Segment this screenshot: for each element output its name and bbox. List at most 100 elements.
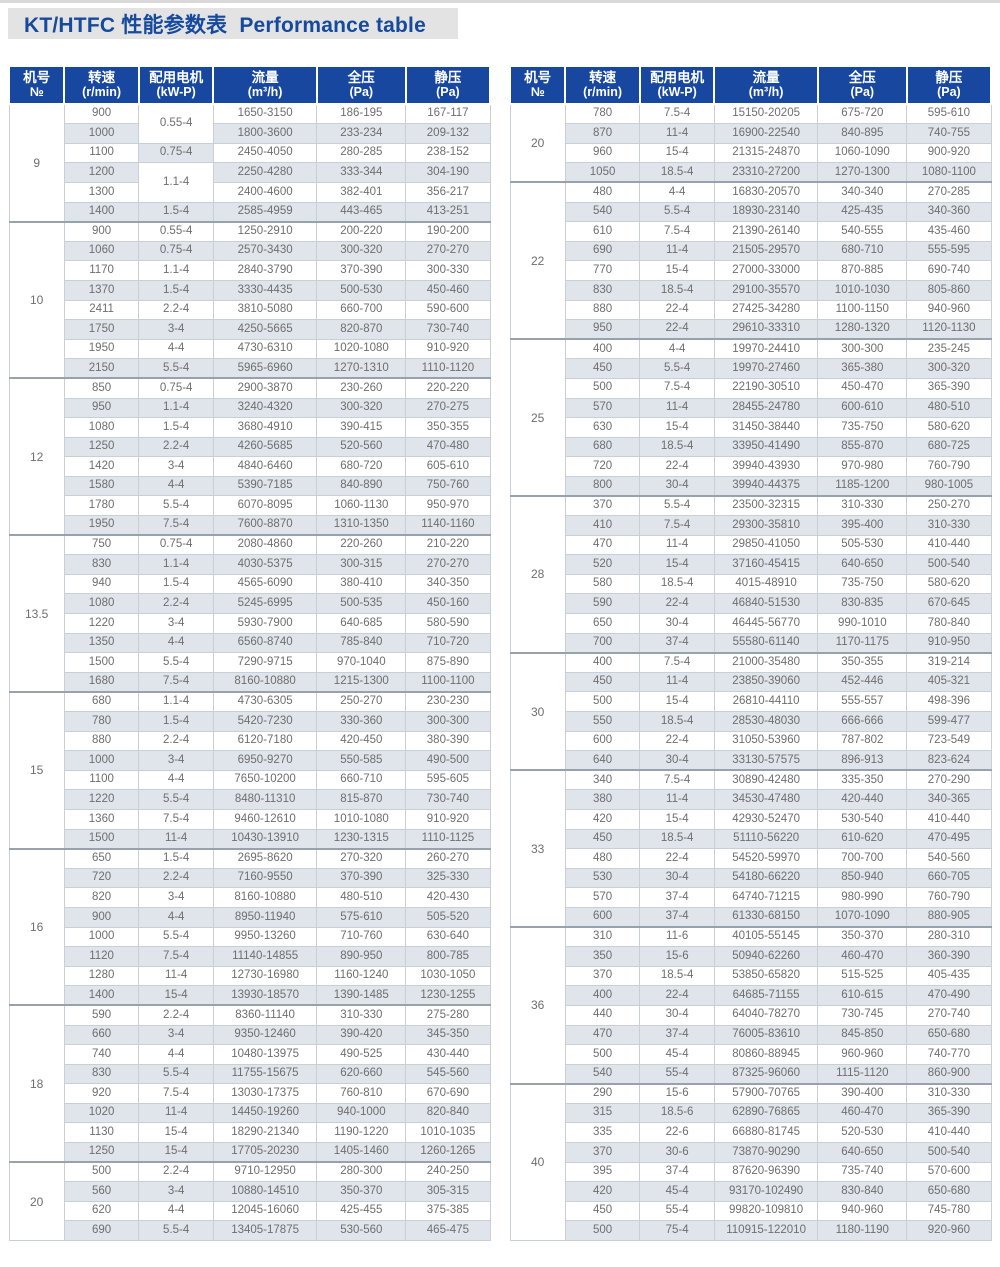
cell-flow: 7160-9550 [212,867,318,889]
column-header-5: 静压 (Pa) [404,64,492,106]
cell-motor: 0.55-4 [138,220,214,242]
cell-total-pressure: 1020-1080 [316,338,407,360]
cell-motor: 3-4 [138,1181,214,1202]
table-row: 800 30-4 39940-44375 1185-1200 980-1005 [510,475,992,497]
cell-fan-no: 15 [8,690,65,850]
cell-speed: 550 [564,711,641,732]
cell-speed: 780 [63,711,140,732]
cell-total-pressure: 575-610 [316,906,407,928]
table-row: 12 850 0.75-4 2900-3870 230-260 220-220 [8,377,491,536]
cell-static-pressure: 304-190 [405,162,491,183]
cell-flow: 1650-3150 [212,103,318,125]
table-row: 450 11-4 23850-39060 452-446 405-321 [510,671,992,693]
cell-speed: 1170 [63,260,140,281]
column-header-2: 配用电机 (kW-P) [137,64,215,106]
cell-flow: 13030-17375 [212,1083,318,1104]
table-row: 830 1.1-4 4030-5375 300-315 270-270 [9,554,491,575]
cell-motor: 7.5-4 [639,515,715,536]
cell-static-pressure: 690-740 [906,260,992,281]
cell-total-pressure: 1270-1310 [316,358,407,379]
cell-static-pressure: 900-920 [906,142,992,164]
cell-static-pressure: 319-214 [906,651,992,673]
table-row: 22 480 4-4 16830-20570 340-340 270-285 [509,181,992,340]
cell-speed: 1060 [63,240,140,262]
table-row: 1170 1.1-4 2840-3790 370-390 300-330 [9,260,491,281]
cell-speed: 450 [564,358,641,379]
cell-speed: 830 [564,279,641,301]
cell-total-pressure: 340-340 [817,181,908,203]
cell-static-pressure: 740-770 [906,1044,992,1065]
cell-motor: 37-4 [639,1024,715,1046]
table-row: 720 22-4 39940-43930 970-980 760-790 [510,456,992,477]
cell-static-pressure: 680-725 [906,436,992,458]
cell-speed: 1100 [63,142,140,164]
table-row: 1000 1800-3600 233-234 209-132 [9,123,491,144]
cell-motor: 30-4 [639,867,715,889]
cell-speed: 920 [63,1083,140,1104]
cell-motor: 30-4 [639,475,715,497]
cell-motor: 4-4 [138,1044,214,1065]
cell-flow: 6070-8095 [212,495,318,517]
cell-total-pressure: 1405-1460 [316,1142,407,1163]
cell-static-pressure: 580-620 [906,417,992,438]
cell-total-pressure: 970-1040 [316,652,407,673]
cell-static-pressure: 345-350 [405,1024,491,1046]
cell-speed: 750 [63,534,140,556]
cell-flow: 80860-88945 [713,1044,819,1065]
cell-flow: 9350-12460 [212,1024,318,1046]
cell-motor: 0.75-4 [138,142,214,164]
cell-static-pressure: 470-480 [405,436,491,458]
table-row: 820 3-4 8160-10880 480-510 420-430 [9,887,491,908]
table-row: 580 18.5-4 4015-48910 735-750 580-620 [510,573,992,595]
cell-total-pressure: 675-720 [817,103,908,125]
cell-flow: 7290-9715 [212,652,318,673]
cell-total-pressure: 960-960 [817,1044,908,1065]
cell-static-pressure: 1030-1050 [405,965,491,987]
cell-static-pressure: 980-1005 [906,475,992,497]
cell-speed: 680 [63,690,140,713]
cell-flow: 34530-47480 [713,789,819,810]
cell-static-pressure: 430-440 [405,1044,491,1065]
cell-static-pressure: 325-330 [405,867,491,889]
cell-motor: 1.5-4 [138,711,214,732]
cell-flow: 39940-44375 [713,475,819,497]
cell-speed: 1000 [63,926,140,948]
table-row: 1300 2400-4600 382-401 356-217 [9,181,491,203]
cell-motor: 11-4 [639,534,715,556]
column-header-4: 全压 (Pa) [315,64,407,106]
cell-static-pressure: 1100-1100 [405,671,491,693]
cell-total-pressure: 940-1000 [316,1102,407,1124]
cell-motor: 18.5-4 [639,828,715,850]
cell-flow: 3240-4320 [212,397,318,419]
cell-fan-no: 13.5 [8,534,65,693]
table-row: 2411 2.2-4 3810-5080 660-700 590-600 [9,299,491,321]
cell-total-pressure: 395-400 [817,515,908,536]
cell-speed: 370 [564,965,641,987]
cell-total-pressure: 735-750 [817,417,908,438]
cell-speed: 400 [564,338,641,360]
cell-static-pressure: 650-680 [906,1181,992,1202]
cell-total-pressure: 640-650 [817,1142,908,1163]
table-row: 1280 11-4 12730-16980 1160-1240 1030-1050 [9,965,491,987]
cell-flow: 6950-9270 [212,750,318,771]
cell-flow: 3330-4435 [212,279,318,301]
cell-total-pressure: 896-913 [817,750,908,771]
cell-motor: 7.5-4 [138,808,214,830]
cell-static-pressure: 910-950 [906,632,992,654]
cell-total-pressure: 555-557 [817,691,908,713]
cell-total-pressure: 350-355 [817,651,908,673]
cell-speed: 880 [564,299,641,321]
cell-motor: 1.5-4 [138,279,214,301]
cell-flow: 2695-8620 [212,847,318,869]
cell-flow: 4730-6310 [212,338,318,360]
table-row: 450 55-4 99820-109810 940-960 745-780 [510,1200,992,1222]
cell-total-pressure: 550-585 [316,750,407,771]
column-header-0: 机号 № [7,64,66,106]
cell-static-pressure: 420-430 [405,887,491,908]
cell-motor: 4-4 [138,1200,214,1222]
table-row: 400 22-4 64685-71155 610-615 470-490 [510,985,992,1006]
cell-static-pressure: 480-510 [906,397,992,419]
table-row: 315 18.5-6 62890-76865 460-470 365-390 [510,1102,992,1124]
cell-motor: 1.1-4 [138,690,214,713]
cell-flow: 57900-70765 [713,1082,819,1104]
